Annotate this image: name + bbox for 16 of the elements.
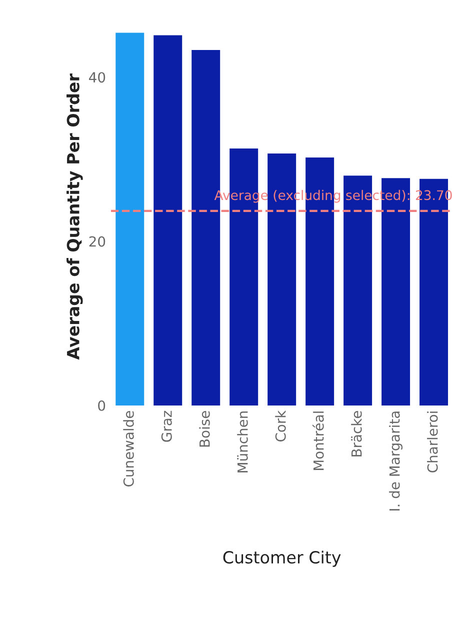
- y-tick-label: 20: [89, 236, 106, 247]
- y-axis-title: Average of Quantity Per Order: [66, 74, 83, 360]
- bar: [154, 35, 182, 406]
- bar: [116, 32, 144, 406]
- x-tick-label: Cunewalde: [123, 411, 134, 486]
- y-tick-label: 40: [89, 72, 106, 83]
- x-axis-title: Customer City: [223, 550, 341, 567]
- x-tick-label: I. de Margarita: [389, 412, 402, 510]
- x-tick-label: Montréal: [312, 412, 324, 470]
- x-tick-label: Graz: [161, 410, 172, 442]
- y-tick-label: 0: [98, 400, 106, 411]
- x-tick-label: Cork: [275, 410, 286, 442]
- x-tick-label: Bräcke: [351, 411, 362, 456]
- x-tick-label: Charleroi: [427, 412, 438, 472]
- x-tick-label: München: [237, 411, 248, 472]
- x-tick-label: Boise: [199, 411, 210, 447]
